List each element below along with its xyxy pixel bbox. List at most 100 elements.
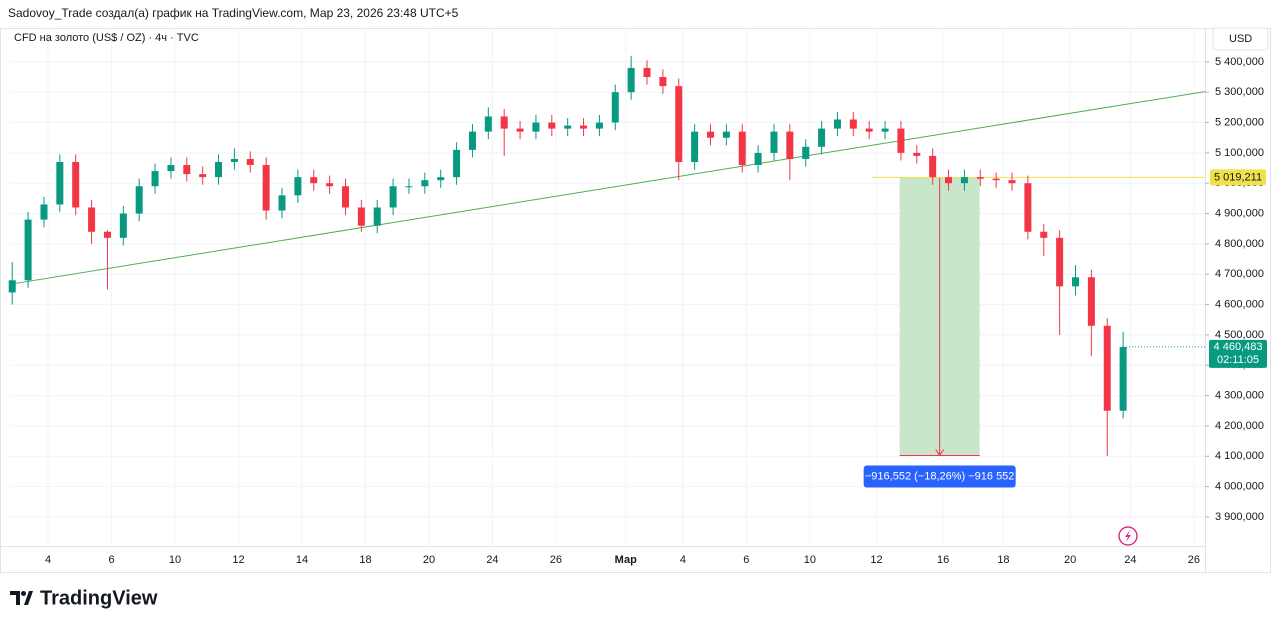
last-price-box — [1209, 339, 1267, 368]
candle-body — [500, 116, 508, 129]
y-tick-label: 3 900,000 — [1215, 511, 1264, 523]
y-tick-label: 4 300,000 — [1215, 389, 1264, 401]
candle-body — [262, 165, 270, 211]
x-tick-label: Мар — [615, 554, 637, 566]
candle-body — [88, 207, 96, 232]
plot-area — [8, 28, 1206, 546]
x-tick-label: 12 — [870, 554, 882, 566]
candle-body — [294, 177, 302, 196]
candle-body — [405, 186, 413, 188]
candle-body — [72, 161, 80, 208]
x-tick-label: 20 — [1064, 554, 1076, 566]
trendline — [12, 91, 1206, 285]
header-title: Sadovoy_Trade создал(а) график на Tradin… — [8, 6, 459, 20]
candle-body — [595, 122, 603, 129]
candle-body — [453, 149, 461, 178]
candle-body — [548, 122, 556, 129]
x-tick-label: 12 — [232, 554, 244, 566]
chart-frame — [0, 28, 1271, 573]
x-tick-label: 10 — [169, 554, 181, 566]
candle-body — [183, 165, 191, 175]
candle-body — [437, 177, 445, 181]
candle-body — [960, 177, 968, 184]
candle-body — [770, 131, 778, 153]
candle-body — [849, 119, 857, 129]
candle-body — [865, 128, 873, 132]
x-tick-label: 4 — [680, 554, 686, 566]
y-tick-label: 4 700,000 — [1215, 268, 1264, 280]
candle-body — [802, 146, 810, 159]
candle-body — [722, 131, 730, 138]
level-label-box — [1210, 169, 1266, 186]
measure-label-box — [863, 465, 1016, 488]
candle-body — [103, 231, 111, 238]
candle-body — [897, 128, 905, 153]
candle-body — [691, 131, 699, 162]
candle-body — [1103, 325, 1111, 411]
candle-body — [484, 116, 492, 132]
x-tick-label: 26 — [1188, 554, 1200, 566]
candle-body — [1024, 183, 1032, 232]
y-tick-label: 4 200,000 — [1215, 420, 1264, 432]
y-tick-label: 4 100,000 — [1215, 450, 1264, 462]
candle-body — [199, 174, 207, 178]
candle-body — [1072, 277, 1080, 287]
candle-body — [929, 155, 937, 178]
candle-body — [580, 125, 588, 129]
x-tick-label: 6 — [743, 554, 749, 566]
y-tick-label: 5 400,000 — [1215, 56, 1264, 68]
candle-body — [8, 280, 16, 293]
symbol-title: CFD на золото (US$ / OZ) · 4ч · TVC — [14, 32, 199, 44]
countdown-label: 02:11:05 — [1217, 354, 1259, 366]
x-tick-label: 20 — [423, 554, 435, 566]
y-tick-label: 5 300,000 — [1215, 86, 1264, 98]
candle-body — [1008, 180, 1016, 184]
candle-body — [119, 213, 127, 238]
y-tick-label: 4 900,000 — [1215, 207, 1264, 219]
y-tick-label: 5 200,000 — [1215, 116, 1264, 128]
y-tick-label: 4 600,000 — [1215, 298, 1264, 310]
candle-body — [24, 219, 32, 281]
candle-body — [421, 180, 429, 187]
candle-body — [738, 131, 746, 166]
candle-body — [532, 122, 540, 132]
x-tick-label: 10 — [804, 554, 816, 566]
level-label: 5 019,211 — [1214, 171, 1262, 183]
candle-body — [818, 128, 826, 147]
candle-body — [564, 125, 572, 129]
candle-body — [611, 92, 619, 123]
x-tick-label: 4 — [45, 554, 51, 566]
candle-body — [881, 128, 889, 132]
currency[interactable]: USD — [1229, 33, 1252, 45]
measure-label: −916,552 (−18,26%) −916 552 — [865, 470, 1015, 482]
candle-body — [326, 183, 334, 187]
logo-text: TradingView — [40, 587, 158, 609]
x-tick-label: 18 — [997, 554, 1009, 566]
candle-body — [659, 77, 667, 87]
y-tick-label: 4 500,000 — [1215, 329, 1264, 341]
y-tick-label: 4 000,000 — [1215, 481, 1264, 493]
candle-body — [706, 131, 714, 138]
candle-body — [373, 207, 381, 226]
candle-body — [246, 158, 254, 166]
candle-body — [786, 131, 794, 159]
candle-body — [976, 177, 984, 179]
x-tick-label: 24 — [1124, 554, 1136, 566]
currency-box[interactable] — [1212, 27, 1269, 51]
candle-body — [341, 186, 349, 208]
candle-body — [992, 178, 1000, 181]
candle-body — [516, 128, 524, 132]
candle-body — [945, 177, 953, 184]
last-price-label: 4 460,483 — [1214, 341, 1263, 353]
candle-body — [389, 186, 397, 208]
candle-body — [1119, 347, 1127, 411]
candle-body — [167, 165, 175, 172]
candle-body — [278, 195, 286, 211]
logo — [10, 591, 33, 605]
lightning-icon[interactable] — [1118, 526, 1138, 546]
candle-body — [215, 161, 223, 178]
candle-body — [913, 152, 921, 156]
x-tick-label: 26 — [550, 554, 562, 566]
candle-body — [310, 177, 318, 184]
